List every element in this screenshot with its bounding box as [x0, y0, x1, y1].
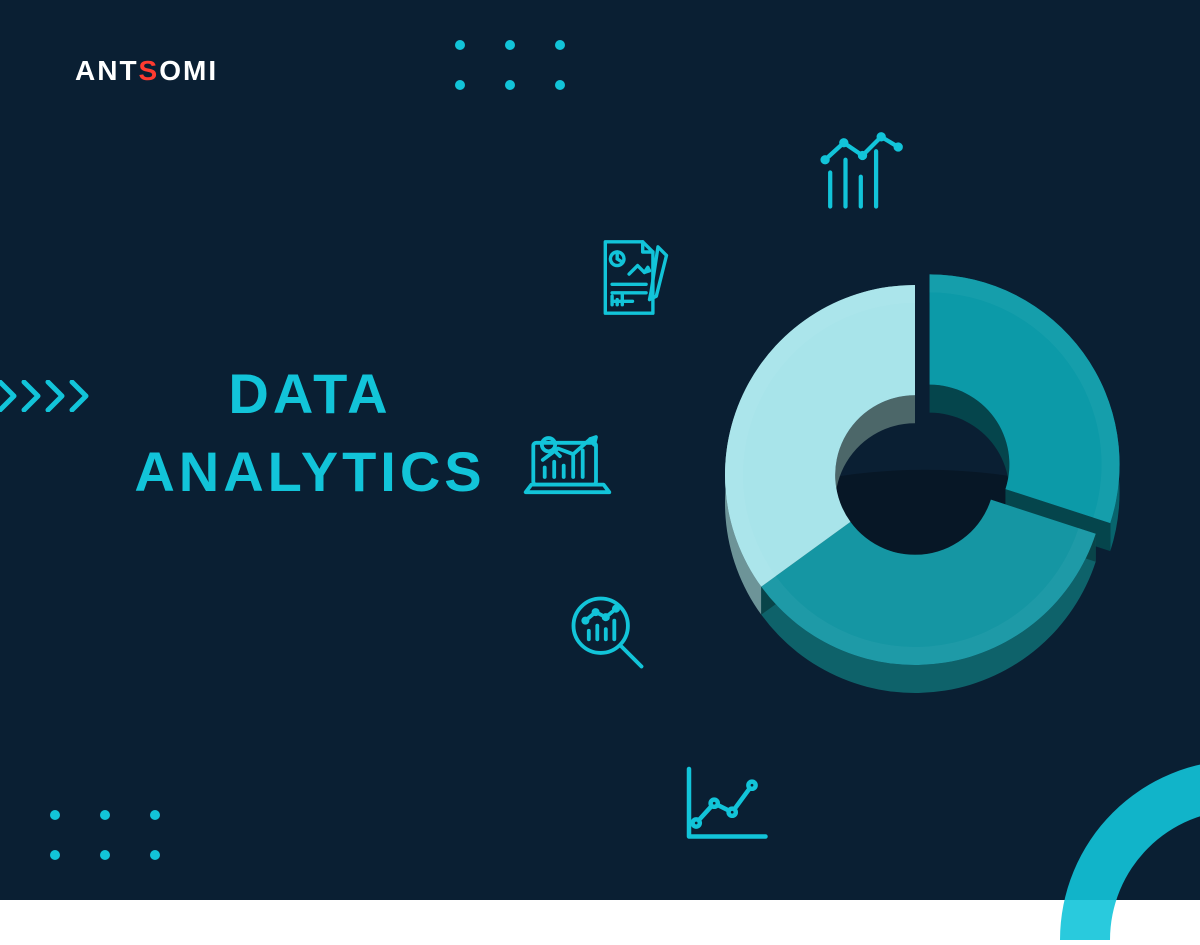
decorative-dot — [505, 80, 515, 90]
laptop-chart-icon — [520, 420, 615, 515]
decorative-dot — [150, 810, 160, 820]
dot-grid-top — [455, 40, 565, 90]
decorative-dot — [505, 40, 515, 50]
report-icon — [590, 235, 675, 320]
decorative-dot — [455, 80, 465, 90]
decorative-dot — [455, 40, 465, 50]
dot-grid-bottom — [50, 810, 160, 860]
donut-chart — [690, 250, 1140, 700]
corner-accent — [1060, 760, 1200, 940]
decorative-dot — [50, 810, 60, 820]
decorative-dot — [555, 40, 565, 50]
magnifier-chart-icon — [565, 590, 650, 675]
decorative-dot — [100, 850, 110, 860]
logo-text-before: ANT — [75, 55, 139, 86]
logo-text-after: OMI — [159, 55, 218, 86]
infographic-canvas: ANTSOMI DATA ANALYTICS — [0, 0, 1200, 900]
brand-logo: ANTSOMI — [75, 55, 218, 87]
title-line-2: ANALYTICS — [134, 440, 485, 503]
title-line-1: DATA — [228, 362, 391, 425]
main-title: DATA ANALYTICS — [130, 355, 490, 512]
line-chart-icon — [680, 760, 770, 850]
decorative-dot — [50, 850, 60, 860]
decorative-dot — [150, 850, 160, 860]
chevron-decoration — [0, 380, 110, 412]
decorative-dot — [555, 80, 565, 90]
bar-chart-icon — [820, 130, 905, 215]
decorative-dot — [100, 810, 110, 820]
logo-accent-char: S — [139, 55, 160, 86]
